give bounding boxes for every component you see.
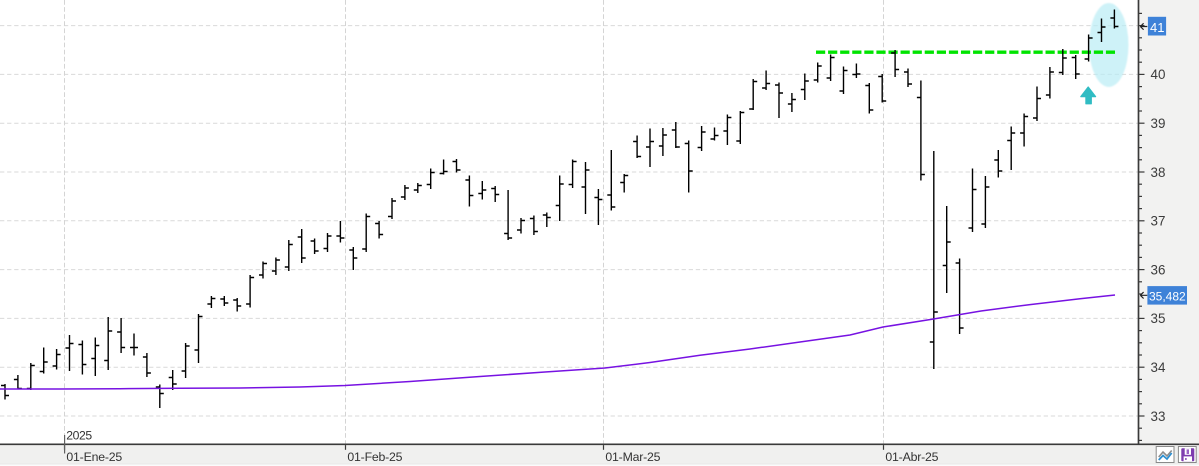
svg-text:37: 37 <box>1151 214 1166 229</box>
svg-text:40: 40 <box>1151 67 1166 82</box>
svg-text:41: 41 <box>1150 20 1164 35</box>
svg-text:39: 39 <box>1151 116 1166 131</box>
svg-text:2025: 2025 <box>66 429 92 443</box>
svg-text:38: 38 <box>1151 165 1166 180</box>
svg-text:34: 34 <box>1151 360 1166 375</box>
svg-text:35: 35 <box>1151 311 1166 326</box>
svg-text:33: 33 <box>1151 409 1166 424</box>
svg-text:35,482: 35,482 <box>1149 290 1186 304</box>
svg-text:01-Mar-25: 01-Mar-25 <box>605 450 660 464</box>
svg-text:36: 36 <box>1151 262 1166 277</box>
svg-text:01-Feb-25: 01-Feb-25 <box>347 450 402 464</box>
svg-text:01-Abr-25: 01-Abr-25 <box>885 450 938 464</box>
svg-text:01-Ene-25: 01-Ene-25 <box>66 450 122 464</box>
